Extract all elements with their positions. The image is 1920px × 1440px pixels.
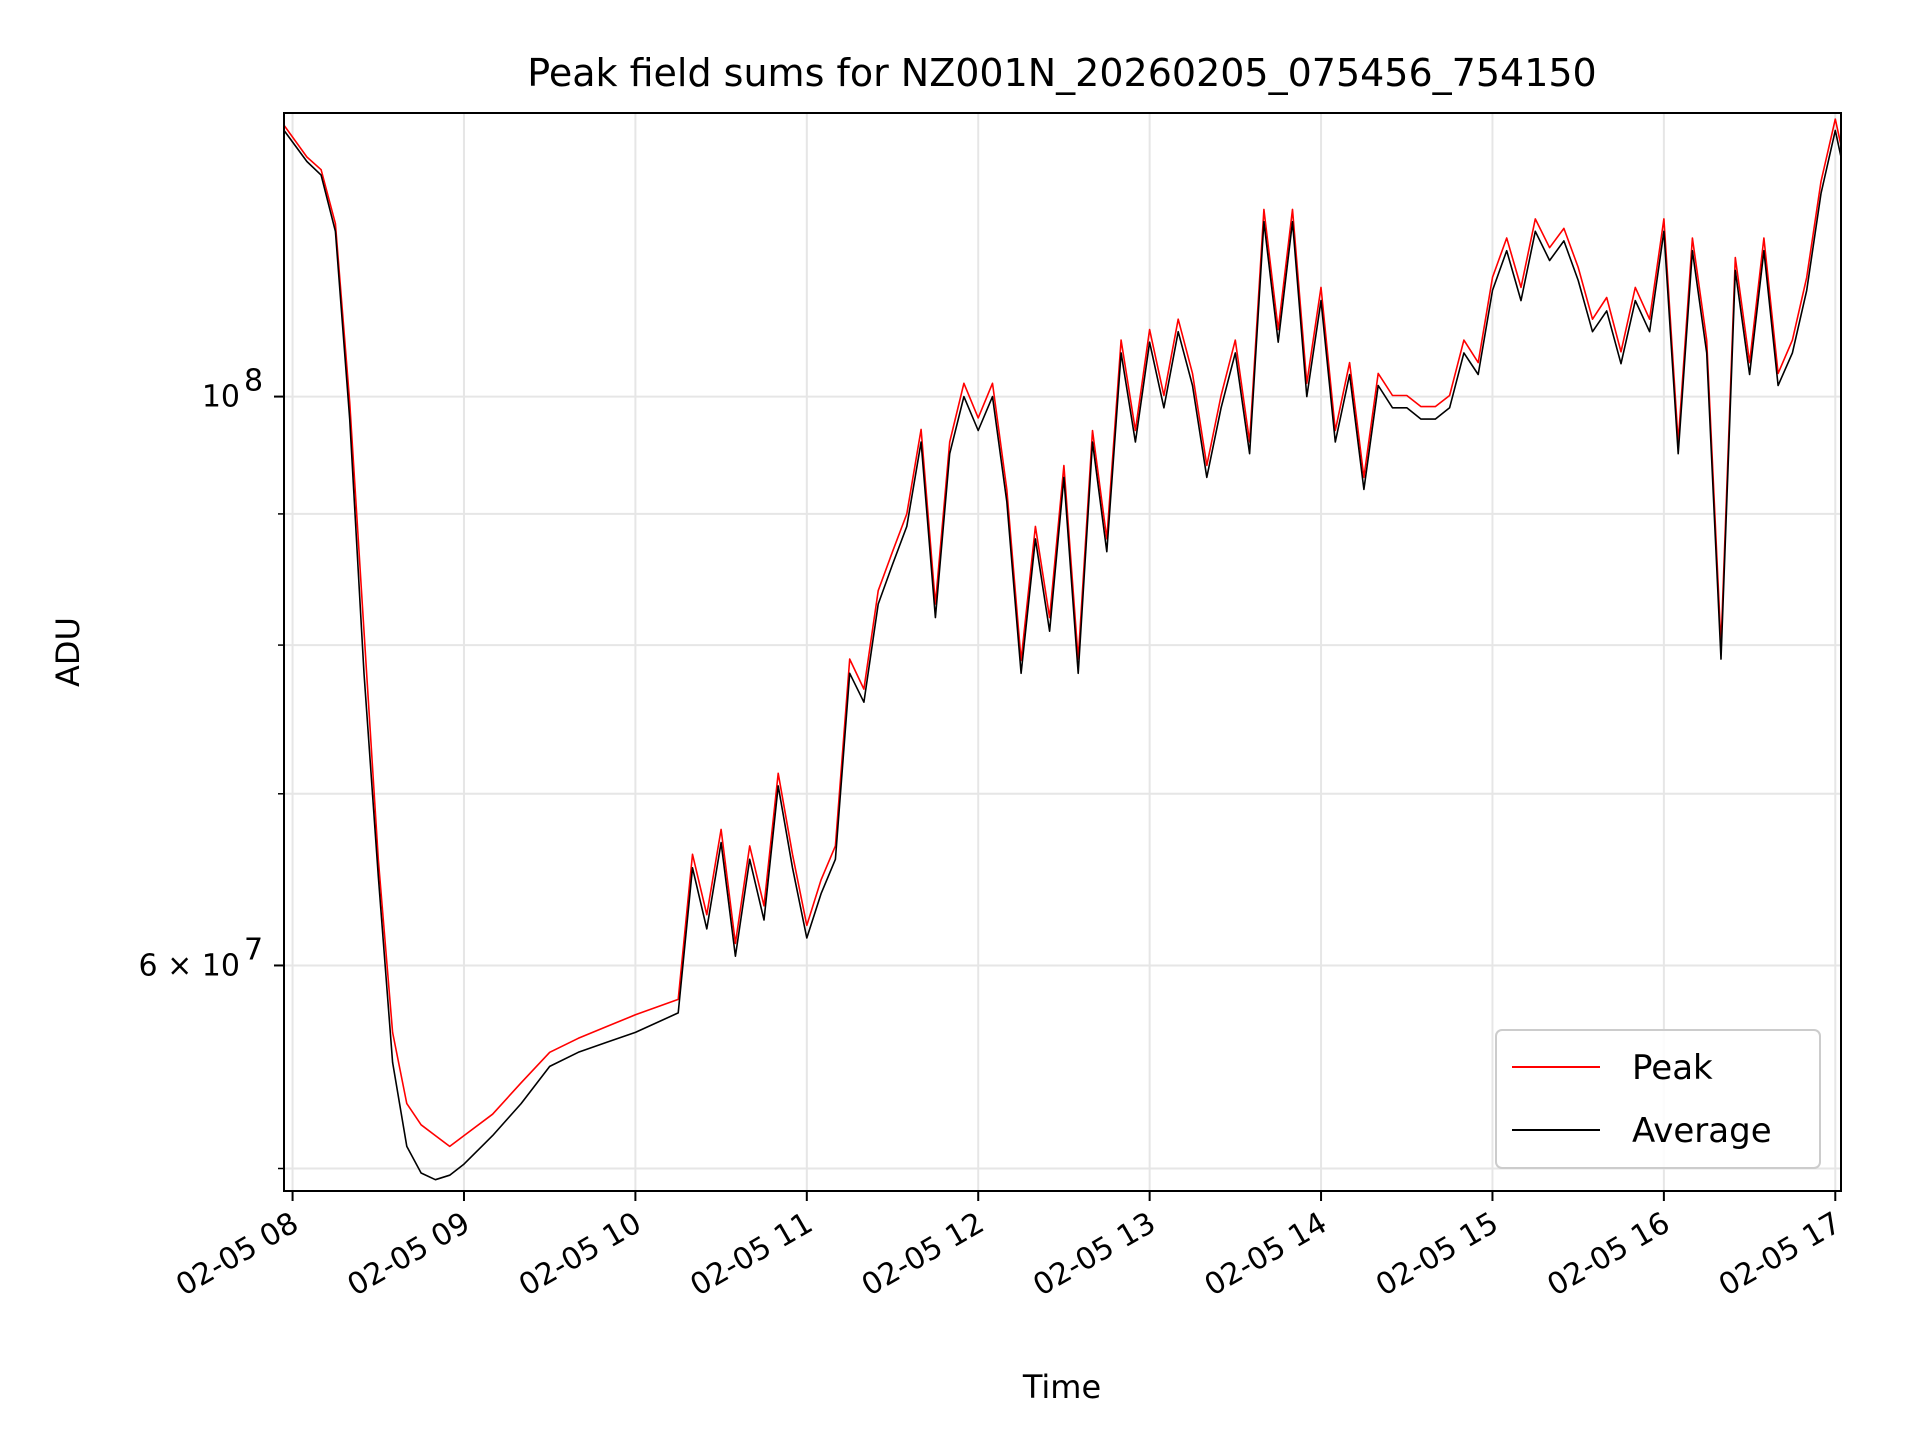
y-axis-ticks: 10 8 6 × 10 7 <box>139 364 284 1170</box>
series-line-average <box>284 129 1841 1181</box>
y-tick-exponent: 7 <box>244 932 263 967</box>
legend: Peak Average <box>1495 1029 1821 1169</box>
legend-label-average: Average <box>1632 1111 1772 1151</box>
y-tick-label: 6 × 10 <box>139 948 240 983</box>
y-tick-exponent: 8 <box>244 364 263 399</box>
chart-title: Peak field sums for NZ001N_20260205_0754… <box>527 51 1596 95</box>
y-axis-title: ADU <box>49 617 87 687</box>
series-lines <box>284 118 1841 1181</box>
legend-label-peak: Peak <box>1632 1048 1713 1088</box>
y-tick-label: 10 <box>202 380 240 415</box>
plot-frame <box>283 112 1842 1192</box>
x-axis-title: Time <box>1022 1368 1101 1406</box>
series-line-peak <box>284 118 1841 1148</box>
legend-box <box>1495 1029 1821 1169</box>
